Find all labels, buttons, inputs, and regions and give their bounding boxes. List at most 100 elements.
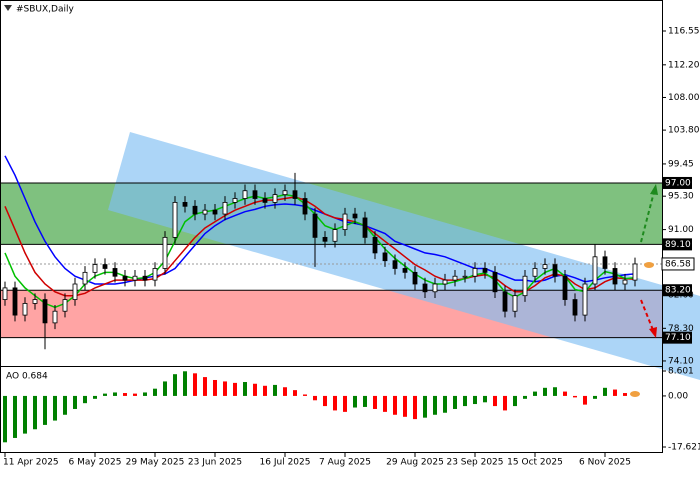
level-label: 83.20 — [665, 286, 691, 296]
candle-body — [612, 268, 618, 285]
ao-bar — [253, 383, 257, 396]
candle-body — [312, 213, 318, 238]
candle-body — [602, 256, 608, 269]
y-tick-label: 91.00 — [668, 225, 694, 235]
x-tick-label: 6 Nov 2025 — [579, 458, 631, 468]
ao-bar — [383, 395, 387, 412]
ao-bar — [623, 393, 627, 396]
level-label: 77.10 — [665, 333, 691, 343]
y-tick-label: 103.80 — [668, 126, 700, 136]
ao-bar — [123, 393, 127, 396]
indicator-tick-label: -17.621 — [668, 443, 700, 453]
ao-bar — [323, 395, 327, 407]
candle-body — [582, 283, 588, 316]
x-tick-label: 29 Aug 2025 — [386, 458, 444, 468]
ao-bar — [463, 395, 467, 407]
ao-bar — [343, 395, 347, 412]
ao-bar — [493, 395, 497, 407]
y-tick-label: 78.30 — [668, 324, 694, 334]
chart-title: #SBUX,Daily — [16, 5, 74, 15]
candle-body — [552, 264, 558, 277]
ao-bar — [233, 382, 237, 396]
ao-bar — [263, 385, 267, 396]
candle-body — [162, 236, 168, 269]
ao-bar — [393, 395, 397, 415]
candle-body — [62, 299, 68, 312]
level-box — [662, 331, 692, 344]
plot — [0, 155, 662, 443]
ma-line — [4, 155, 636, 285]
ao-bar — [163, 381, 167, 396]
candle-body — [452, 275, 458, 281]
symbol-icon — [4, 5, 12, 11]
ao-bar — [83, 395, 87, 404]
candle-body — [102, 264, 108, 269]
candle-body — [382, 252, 388, 262]
ao-marker — [630, 390, 640, 397]
candle-body — [182, 201, 188, 207]
candle-body — [232, 198, 238, 203]
ao-bar — [483, 395, 487, 403]
candle-body — [532, 268, 538, 277]
ao-bar — [293, 390, 297, 396]
candle-body — [112, 268, 118, 277]
ao-bar — [573, 395, 577, 398]
candle-body — [302, 198, 308, 215]
indicator-tick-label: 8.601 — [668, 367, 694, 377]
x-tick-label: 6 May 2025 — [69, 458, 122, 468]
candle-body — [202, 209, 208, 215]
candle-body — [52, 310, 58, 324]
ao-bar — [613, 389, 617, 396]
candle-body — [462, 275, 468, 278]
level-box — [662, 238, 692, 251]
candle-body — [352, 213, 358, 219]
ma-line — [4, 193, 636, 309]
candle-body — [72, 283, 78, 300]
ao-bar — [243, 382, 247, 396]
candle-body — [322, 236, 328, 242]
ao-bar — [373, 395, 377, 409]
y-tick-label: 74.10 — [668, 356, 694, 366]
candle-body — [492, 271, 498, 293]
ao-bar — [3, 395, 7, 443]
candle-body — [122, 275, 128, 281]
last-price-label: 86.58 — [665, 259, 691, 269]
x-tick-label: 7 Aug 2025 — [319, 458, 371, 468]
candle-body — [262, 198, 268, 203]
last-price-box — [661, 257, 695, 271]
candle-body — [192, 205, 198, 215]
ao-bar — [53, 395, 57, 421]
ao-bar — [333, 395, 337, 411]
candle-body — [132, 275, 138, 281]
candle-body — [142, 275, 148, 281]
candle-body — [622, 279, 628, 285]
ao-bar — [533, 391, 537, 396]
candle-body — [342, 213, 348, 231]
ao-bar — [223, 381, 227, 396]
candle-body — [362, 217, 368, 238]
candle-body — [332, 229, 338, 242]
y-tick-label: 116.55 — [668, 27, 700, 37]
ao-bar — [133, 393, 137, 396]
ao-bar — [543, 387, 547, 396]
frame — [0, 0, 663, 453]
down-arrow-head — [649, 327, 657, 338]
candle-body — [292, 190, 298, 199]
candle-body — [402, 268, 408, 273]
ao-bar — [413, 395, 417, 420]
y-tick-label: 112.20 — [668, 60, 700, 70]
ao-bar — [603, 387, 607, 396]
ao-bar — [43, 395, 47, 425]
candle-body — [442, 279, 448, 285]
ao-bar — [173, 374, 177, 396]
ao-bar — [153, 388, 157, 396]
indicator-label: AO 0.684 — [6, 372, 48, 382]
candle-body — [412, 271, 418, 285]
candle-body — [82, 271, 88, 285]
ao-bar — [523, 395, 527, 399]
up-arrow-head — [650, 184, 658, 195]
candle-body — [542, 264, 548, 269]
candle-body — [512, 295, 518, 312]
ao-bar — [73, 395, 77, 409]
